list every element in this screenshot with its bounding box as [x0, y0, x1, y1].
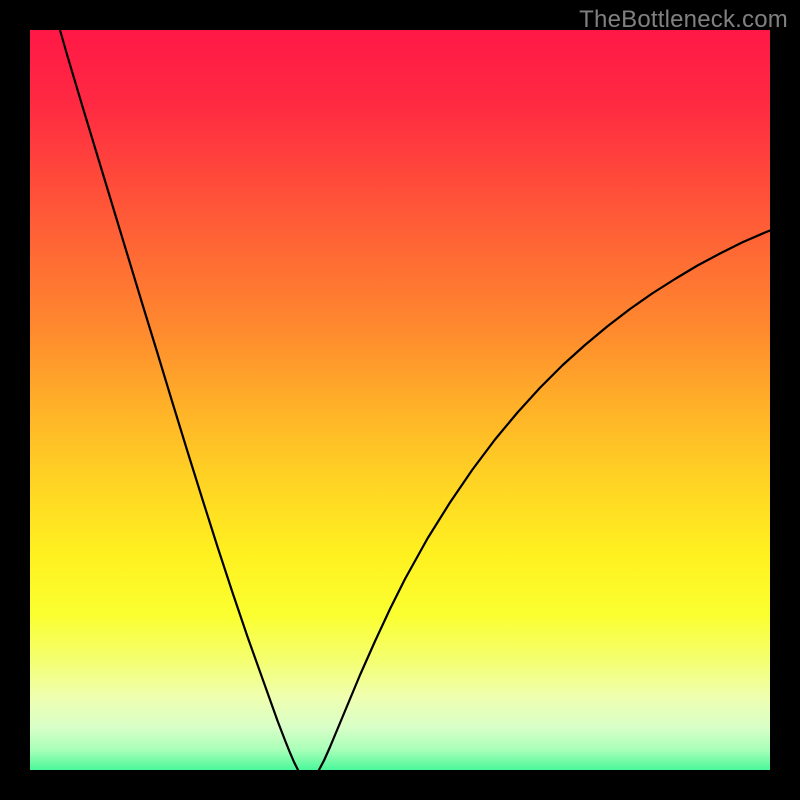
- bottleneck-chart: TheBottleneck.com: [0, 0, 800, 800]
- plot-area: [30, 30, 780, 785]
- watermark-label: TheBottleneck.com: [579, 6, 788, 34]
- gradient-background: [30, 30, 780, 780]
- chart-canvas: [0, 0, 800, 800]
